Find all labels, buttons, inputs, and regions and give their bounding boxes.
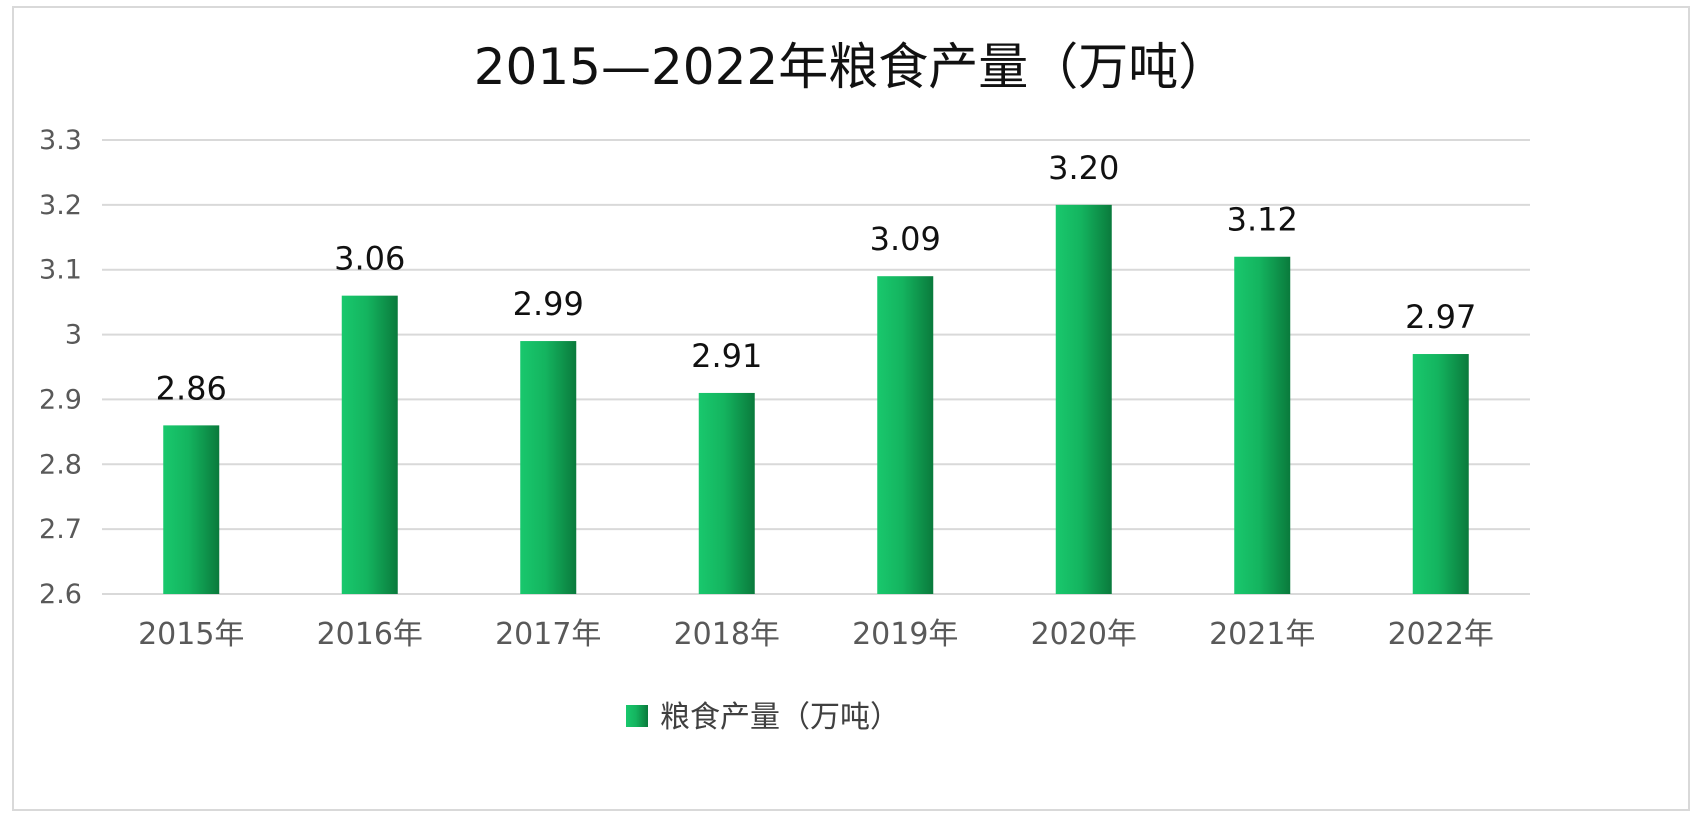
bar: [698, 392, 755, 594]
data-label: 3.06: [334, 240, 405, 278]
y-tick-label: 2.8: [39, 449, 82, 480]
data-label: 2.86: [156, 369, 227, 407]
y-tick-label: 3.2: [39, 190, 82, 221]
bar-layer: [163, 204, 1469, 594]
x-tick-label: 2022年: [1388, 617, 1494, 652]
y-tick-label: 3.1: [39, 255, 82, 286]
legend: 粮食产量（万吨）: [626, 700, 900, 735]
data-label: 3.12: [1227, 201, 1298, 239]
bar: [877, 276, 934, 594]
bar: [1412, 354, 1469, 594]
x-tick-label: 2015年: [138, 617, 244, 652]
legend-swatch: [626, 705, 648, 727]
bar: [520, 341, 577, 594]
y-axis: 2.6 2.7 2.8 2.9 3 3.1 3.2 3.3: [39, 125, 82, 610]
chart-title: 2015—2022年粮食产量（万吨）: [474, 38, 1229, 96]
x-tick-label: 2021年: [1209, 617, 1315, 652]
x-tick-label: 2016年: [317, 617, 423, 652]
legend-label: 粮食产量（万吨）: [660, 700, 900, 735]
chart-canvas: 2015—2022年粮食产量（万吨） 2.6 2.7 2.8 2.9 3 3.1 3.2 3.…: [39, 38, 1530, 735]
data-label: 2.97: [1405, 298, 1476, 336]
y-tick-label: 3.3: [39, 125, 82, 156]
x-tick-label: 2018年: [674, 617, 780, 652]
data-label: 3.09: [870, 220, 941, 258]
chart-frame: 2015—2022年粮食产量（万吨） 2.6 2.7 2.8 2.9 3 3.1 3.2 3.…: [12, 6, 1690, 811]
data-label: 2.99: [513, 285, 584, 323]
grid-layer: [102, 139, 1530, 595]
y-tick-label: 2.6: [39, 579, 82, 610]
y-tick-label: 2.7: [39, 514, 82, 545]
x-tick-label: 2020年: [1031, 617, 1137, 652]
x-tick-label: 2017年: [495, 617, 601, 652]
data-label: 3.20: [1048, 149, 1119, 187]
x-axis: 2015年 2016年 2017年 2018年 2019年 2020年 2021年 2022年: [138, 617, 1494, 652]
bar: [163, 425, 220, 594]
data-label: 2.91: [691, 337, 762, 375]
y-tick-label: 2.9: [39, 384, 82, 415]
bar: [341, 295, 398, 594]
y-tick-label: 3: [65, 320, 82, 351]
bar: [1055, 204, 1112, 594]
x-tick-label: 2019年: [852, 617, 958, 652]
bar: [1234, 256, 1291, 594]
data-labels: 2.86 3.06 2.99 2.91 3.09 3.20 3.12 2.97: [156, 149, 1477, 408]
